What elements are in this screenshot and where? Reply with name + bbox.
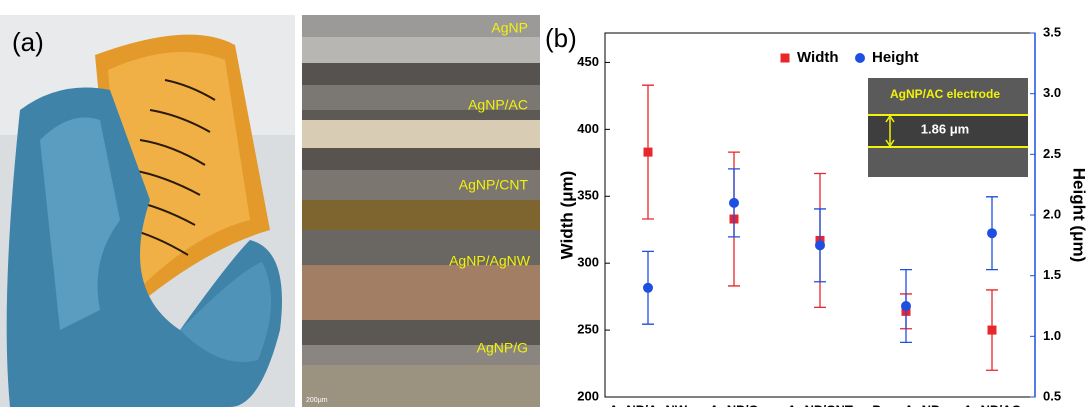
x-tick-label: AgNP/CNT xyxy=(787,402,853,407)
x-tick-label: AgNP/G xyxy=(709,402,758,407)
panel-label: (a) xyxy=(12,27,44,57)
y2-tick-label: 0.5 xyxy=(1043,388,1061,403)
point xyxy=(901,301,911,311)
point xyxy=(643,282,653,293)
legend-label: Width xyxy=(797,49,839,66)
point xyxy=(643,147,653,157)
layer-label: AgNP/AC xyxy=(468,97,528,113)
y-tick-label: 450 xyxy=(577,54,599,69)
inset: AgNP/AC electrode 1.86 μm xyxy=(868,78,1028,177)
scale-bar: 200μm xyxy=(306,397,328,404)
y2-tick-label: 1.0 xyxy=(1043,328,1061,343)
x-tick-label: AgNP/AC xyxy=(963,402,1021,407)
point xyxy=(987,228,997,239)
y2-tick-label: 1.5 xyxy=(1043,267,1061,282)
y-tick-label: 300 xyxy=(577,255,599,270)
micrograph xyxy=(302,15,540,407)
point xyxy=(729,197,739,208)
layer-label: AgNP/AgNW xyxy=(449,253,531,269)
y2-tick-label: 2.5 xyxy=(1043,146,1061,161)
y-tick-label: 400 xyxy=(577,121,599,136)
panel-label: (b) xyxy=(545,23,577,53)
layer-label: AgNP/G xyxy=(477,340,528,356)
photo xyxy=(0,15,295,407)
inset-title: AgNP/AC electrode xyxy=(890,87,1000,101)
point xyxy=(815,240,825,251)
inset-annotation: 1.86 μm xyxy=(921,121,969,136)
legend-marker xyxy=(855,53,865,63)
legend-marker xyxy=(780,53,790,63)
y-axis-label: Width (μm) xyxy=(557,171,576,260)
layer-label: AgNP/CNT xyxy=(459,177,529,193)
y-tick-label: 200 xyxy=(577,388,599,403)
y-tick-label: 250 xyxy=(577,322,599,337)
y2-tick-label: 2.0 xyxy=(1043,206,1061,221)
legend-label: Height xyxy=(872,49,919,66)
y2-axis-label: Height (μm) xyxy=(1070,168,1089,262)
x-tick-label: Pure AgNP xyxy=(872,402,940,407)
x-tick-label: AgNP/AgNW xyxy=(609,402,688,407)
y2-tick-label: 3.5 xyxy=(1043,24,1061,39)
y2-tick-label: 3.0 xyxy=(1043,85,1061,100)
y-tick-label: 350 xyxy=(577,188,599,203)
point xyxy=(987,325,997,335)
layer-label: AgNP xyxy=(491,20,528,36)
